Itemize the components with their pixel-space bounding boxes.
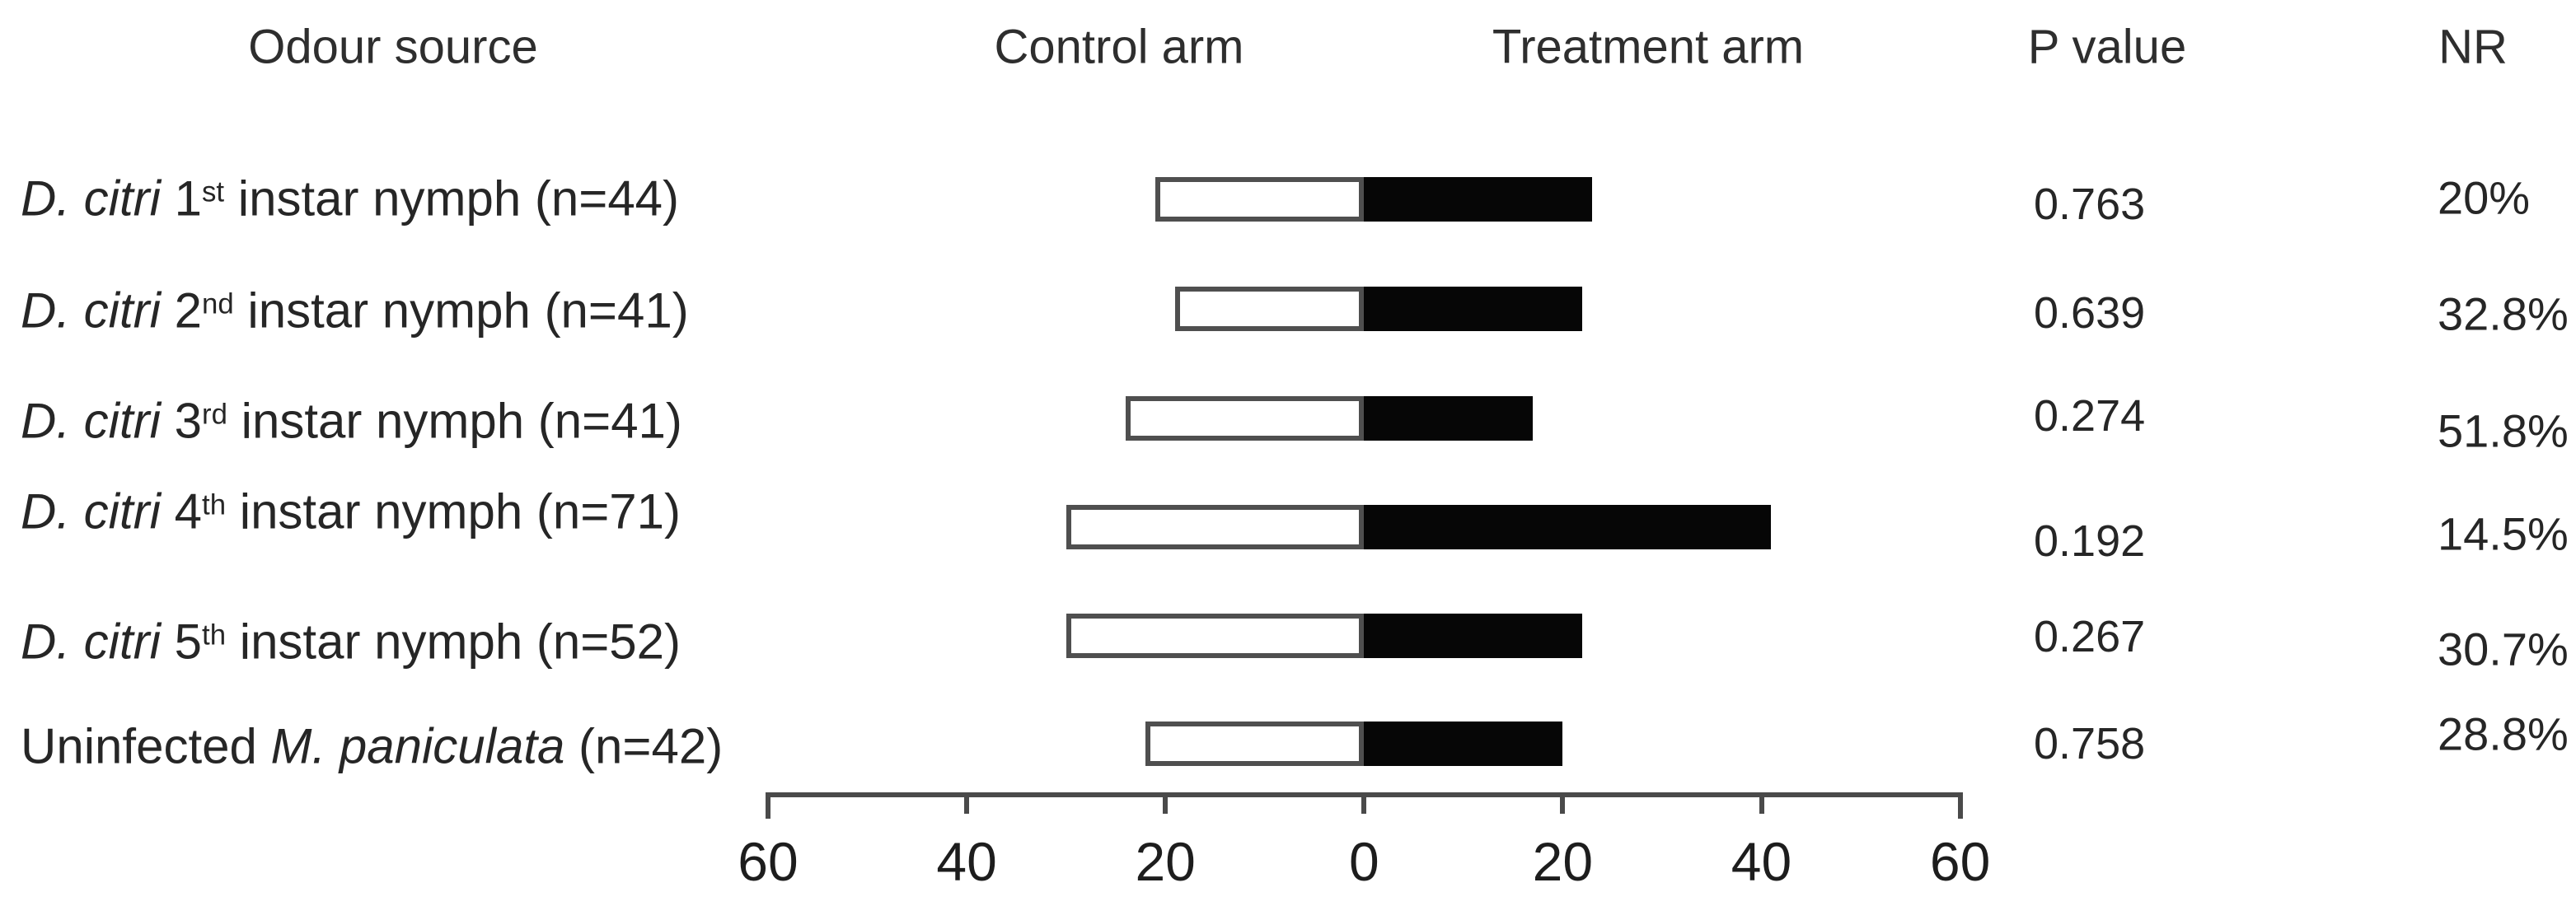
ordinal-superscript: th (202, 619, 227, 651)
species-name-italic: D. citri (21, 614, 161, 670)
p-value: 0.758 (2034, 719, 2146, 768)
p-value: 0.763 (2034, 180, 2146, 229)
p-value: 0.639 (2034, 288, 2146, 338)
control-arm-bar (1145, 722, 1364, 766)
treatment-arm-bar (1364, 396, 1533, 441)
label-text: (n=42) (564, 718, 724, 774)
label-text: instar nymph (n=52) (226, 614, 681, 670)
nr-percentage: 20% (2438, 171, 2531, 224)
nr-percentage: 30.7% (2438, 623, 2569, 675)
x-axis-tick-label: 20 (1532, 831, 1594, 892)
x-axis-tick-label: 40 (1731, 831, 1792, 892)
treatment-arm-bar (1364, 505, 1772, 549)
label-text: 1 (160, 170, 203, 226)
species-name-italic: D. citri (21, 283, 161, 339)
row-label-odour-source: D. citri 3rd instar nymph (n=41) (21, 393, 682, 450)
ordinal-superscript: nd (202, 287, 234, 320)
p-value: 0.192 (2034, 516, 2146, 566)
treatment-arm-bar (1364, 177, 1593, 222)
label-text: Uninfected (21, 718, 271, 774)
ordinal-superscript: th (202, 488, 227, 521)
control-arm-bar (1125, 396, 1364, 441)
species-name-italic: D. citri (21, 393, 161, 449)
x-axis-tick (1163, 792, 1169, 814)
control-arm-bar (1175, 287, 1364, 331)
label-text: instar nymph (n=71) (226, 483, 681, 539)
column-header-odour-source: Odour source (248, 20, 538, 74)
control-arm-bar (1155, 177, 1364, 222)
label-text: instar nymph (n=41) (227, 393, 682, 449)
p-value: 0.267 (2034, 612, 2146, 661)
species-name-italic: M. paniculata (270, 718, 565, 774)
row-label-odour-source: D. citri 1st instar nymph (n=44) (21, 170, 679, 227)
column-header-nr: NR (2438, 20, 2508, 74)
row-label-odour-source: D. citri 2nd instar nymph (n=41) (21, 283, 689, 339)
nr-percentage: 14.5% (2438, 507, 2569, 560)
nr-percentage: 28.8% (2438, 708, 2569, 760)
x-axis-tick (1560, 792, 1566, 814)
label-text: 5 (160, 614, 203, 670)
x-axis-tick (766, 792, 770, 819)
label-text: instar nymph (n=41) (233, 283, 689, 339)
x-axis-tick-label: 60 (738, 831, 799, 892)
control-arm-bar (1066, 505, 1364, 549)
column-header-treatment-arm: Treatment arm (1492, 20, 1805, 74)
control-arm-bar (1066, 614, 1364, 658)
x-axis-tick-label: 60 (1929, 831, 1991, 892)
label-text: 4 (160, 483, 203, 539)
row-label-odour-source: D. citri 4th instar nymph (n=71) (21, 483, 681, 540)
row-label-odour-source: Uninfected M. paniculata (n=42) (21, 718, 723, 775)
label-text: 2 (160, 283, 203, 339)
treatment-arm-bar (1364, 614, 1583, 658)
column-header-control-arm: Control arm (994, 20, 1244, 74)
label-text: 3 (160, 393, 203, 449)
nr-percentage: 32.8% (2438, 287, 2569, 340)
p-value: 0.274 (2034, 391, 2146, 441)
treatment-arm-bar (1364, 722, 1562, 766)
row-label-odour-source: D. citri 5th instar nymph (n=52) (21, 614, 681, 670)
x-axis-tick-label: 40 (936, 831, 997, 892)
ordinal-superscript: rd (202, 398, 227, 431)
x-axis-tick (1957, 792, 1963, 819)
x-axis-tick-label: 20 (1135, 831, 1196, 892)
x-axis-tick (1759, 792, 1764, 814)
x-axis-tick (1361, 792, 1367, 814)
x-axis-tick-label: 0 (1348, 831, 1379, 892)
ordinal-superscript: st (202, 175, 225, 208)
column-header-p-value: P value (2027, 20, 2187, 74)
species-name-italic: D. citri (21, 483, 161, 539)
nr-percentage: 51.8% (2438, 404, 2569, 457)
label-text: instar nymph (n=44) (224, 170, 680, 226)
species-name-italic: D. citri (21, 170, 161, 226)
treatment-arm-bar (1364, 287, 1583, 331)
x-axis-tick (964, 792, 970, 814)
